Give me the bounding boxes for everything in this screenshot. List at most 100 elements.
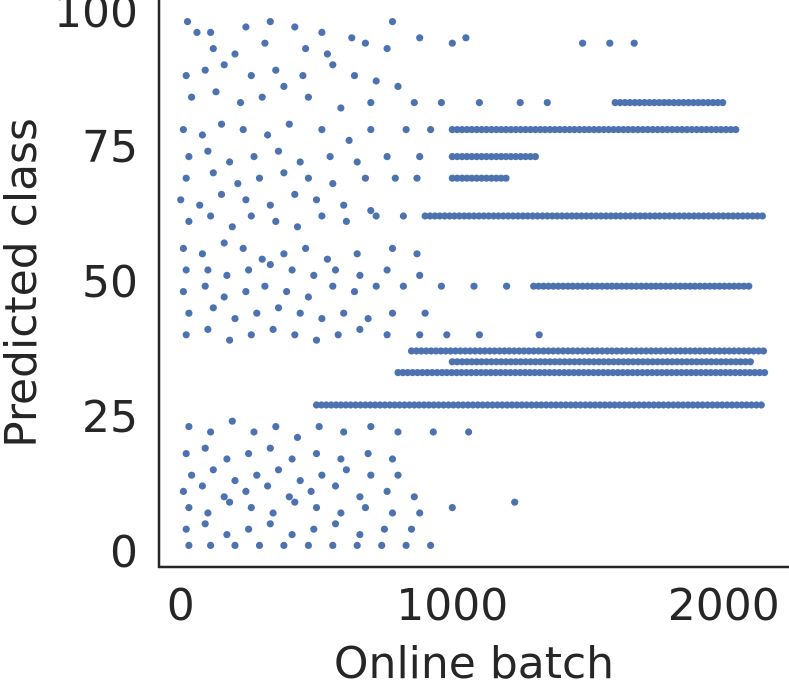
data-point-689 [250, 428, 258, 436]
data-point-588 [226, 158, 234, 166]
data-point-576 [198, 131, 206, 139]
y-tick-label: 25 [82, 392, 138, 443]
data-point-683 [443, 331, 451, 339]
data-point-535 [291, 23, 299, 31]
data-point-557 [299, 72, 307, 80]
data-point-556 [272, 66, 280, 74]
data-point-533 [242, 23, 250, 31]
data-point-700 [223, 455, 231, 463]
data-point-642 [310, 271, 318, 279]
data-point-696 [429, 428, 437, 436]
data-point-747 [288, 531, 296, 539]
data-points [177, 18, 769, 550]
data-point-740 [448, 504, 456, 512]
data-point-593 [353, 158, 361, 166]
data-point-608 [217, 190, 226, 198]
data-point-648 [201, 282, 209, 290]
data-point-657 [399, 282, 407, 290]
data-point-561 [394, 82, 402, 90]
data-point-705 [337, 455, 345, 463]
data-point-563 [212, 88, 220, 96]
data-point-530 [183, 18, 192, 26]
data-point-606 [177, 196, 185, 204]
data-point-678 [312, 336, 321, 344]
y-tick-label: 75 [82, 122, 138, 173]
data-point-633 [353, 250, 361, 258]
data-point-704 [312, 450, 321, 458]
data-point-717 [394, 471, 402, 479]
data-point-745 [245, 525, 253, 533]
data-point-570 [410, 99, 418, 107]
data-point-548 [448, 39, 456, 47]
data-point-619 [272, 217, 280, 225]
data-point-581 [318, 126, 326, 134]
data-point-669 [364, 315, 372, 323]
data-point-645 [383, 266, 391, 274]
data-point-749 [331, 520, 340, 528]
data-point-762 [402, 541, 410, 550]
data-point-685 [535, 331, 543, 339]
data-point-584 [402, 126, 410, 134]
data-point-610 [266, 201, 274, 209]
data-point-575 [179, 126, 187, 134]
data-point-760 [353, 541, 361, 550]
data-point-694 [367, 423, 375, 431]
data-point-578 [239, 126, 247, 134]
data-point-641 [288, 266, 296, 274]
data-point-675 [247, 331, 255, 339]
data-point-601 [304, 174, 312, 182]
data-point-618 [247, 212, 255, 220]
data-point-592 [326, 153, 334, 161]
data-point-567 [304, 93, 312, 101]
x-tick-label: 1000 [396, 580, 508, 631]
data-point-552 [182, 72, 190, 80]
data-point-628 [239, 244, 247, 252]
data-point-589 [250, 153, 258, 161]
data-point-566 [280, 82, 288, 90]
data-point-538 [388, 18, 397, 26]
data-point-639 [245, 266, 253, 274]
data-point-573 [516, 99, 524, 107]
data-point-653 [304, 293, 312, 301]
data-point-564 [236, 99, 245, 107]
data-point-697 [465, 428, 473, 436]
data-point-682 [416, 331, 424, 339]
data-point-531 [193, 28, 201, 36]
data-point-629 [258, 255, 266, 263]
data-point-369 [732, 126, 740, 134]
data-point-727 [383, 487, 391, 495]
data-point-658 [437, 282, 445, 290]
data-point-638 [223, 271, 231, 279]
data-point-713 [296, 477, 304, 485]
data-point-732 [247, 504, 255, 512]
data-point-650 [242, 288, 250, 296]
data-point-699 [201, 444, 209, 452]
data-point-702 [266, 444, 274, 452]
data-point-654 [329, 282, 337, 290]
data-point-624 [399, 212, 407, 220]
data-point-539 [416, 34, 424, 42]
data-point-701 [245, 450, 253, 458]
data-point-741 [511, 498, 519, 506]
data-point-571 [437, 99, 445, 107]
data-point-542 [231, 50, 239, 58]
data-point-554 [220, 61, 228, 69]
data-point-582 [345, 136, 353, 144]
data-point-310 [758, 212, 767, 220]
data-point-611 [291, 190, 299, 198]
data-point-72 [759, 347, 768, 355]
data-point-752 [407, 525, 416, 533]
data-point-744 [223, 531, 231, 539]
data-point-663 [231, 315, 239, 323]
y-tick-labels: 0 25 50 75 100 [54, 0, 138, 578]
data-point-688 [228, 417, 236, 425]
data-point-602 [329, 180, 337, 188]
data-point-599 [255, 174, 264, 182]
data-point-718 [179, 487, 187, 495]
data-point-724 [307, 487, 315, 495]
data-point-625 [179, 244, 187, 252]
data-point-664 [253, 309, 261, 317]
data-point-656 [372, 282, 380, 290]
data-point-748 [310, 525, 318, 533]
